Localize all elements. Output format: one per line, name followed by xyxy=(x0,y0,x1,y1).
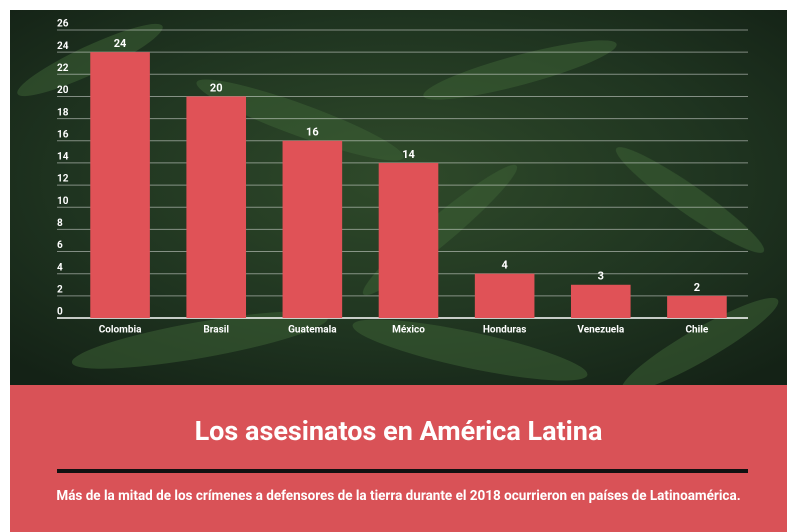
y-tick-label: 12 xyxy=(57,174,69,185)
subtitle: Más de la mitad de los crímenes a defens… xyxy=(56,488,741,504)
y-tick-label: 10 xyxy=(57,196,69,207)
bar xyxy=(378,162,439,318)
x-tick-label: México xyxy=(392,325,425,336)
bar xyxy=(90,52,150,319)
x-tick-label: Colombia xyxy=(99,325,142,336)
y-tick-label: 2 xyxy=(57,284,63,295)
y-tick-label: 16 xyxy=(57,129,69,140)
y-tick-label: 20 xyxy=(57,85,69,96)
caption-panel: Los asesinatos en América Latina Más de … xyxy=(10,385,787,532)
y-tick-label: 4 xyxy=(57,262,63,273)
divider xyxy=(57,469,748,473)
x-tick-label: Chile xyxy=(686,325,709,336)
bar xyxy=(282,140,343,318)
y-tick-label: 0 xyxy=(57,307,63,318)
x-tick-label: Honduras xyxy=(483,325,527,336)
y-tick-label: 22 xyxy=(57,63,69,74)
y-tick-label: 24 xyxy=(57,41,69,52)
title: Los asesinatos en América Latina xyxy=(194,415,603,447)
data-label: 20 xyxy=(210,81,223,94)
chart: 02468101214161820222426Colombia24Brasil2… xyxy=(10,10,787,385)
data-label: 24 xyxy=(114,37,127,50)
bar xyxy=(667,295,727,318)
foliage xyxy=(17,23,779,385)
x-tick-label: Venezuela xyxy=(577,325,624,336)
x-tick-label: Guatemala xyxy=(288,325,337,336)
data-label: 2 xyxy=(694,281,700,294)
y-tick-label: 18 xyxy=(57,107,69,118)
data-label: 3 xyxy=(598,270,604,283)
data-label: 14 xyxy=(402,148,415,161)
x-tick-label: Brasil xyxy=(203,325,229,336)
y-tick-label: 26 xyxy=(57,19,69,30)
y-tick-label: 8 xyxy=(57,218,63,229)
y-tick-label: 6 xyxy=(57,240,63,251)
bar xyxy=(474,273,535,318)
bar xyxy=(186,96,247,318)
bar xyxy=(570,284,631,318)
data-label: 4 xyxy=(501,259,508,272)
y-tick-label: 14 xyxy=(57,152,69,163)
data-label: 16 xyxy=(306,126,319,139)
